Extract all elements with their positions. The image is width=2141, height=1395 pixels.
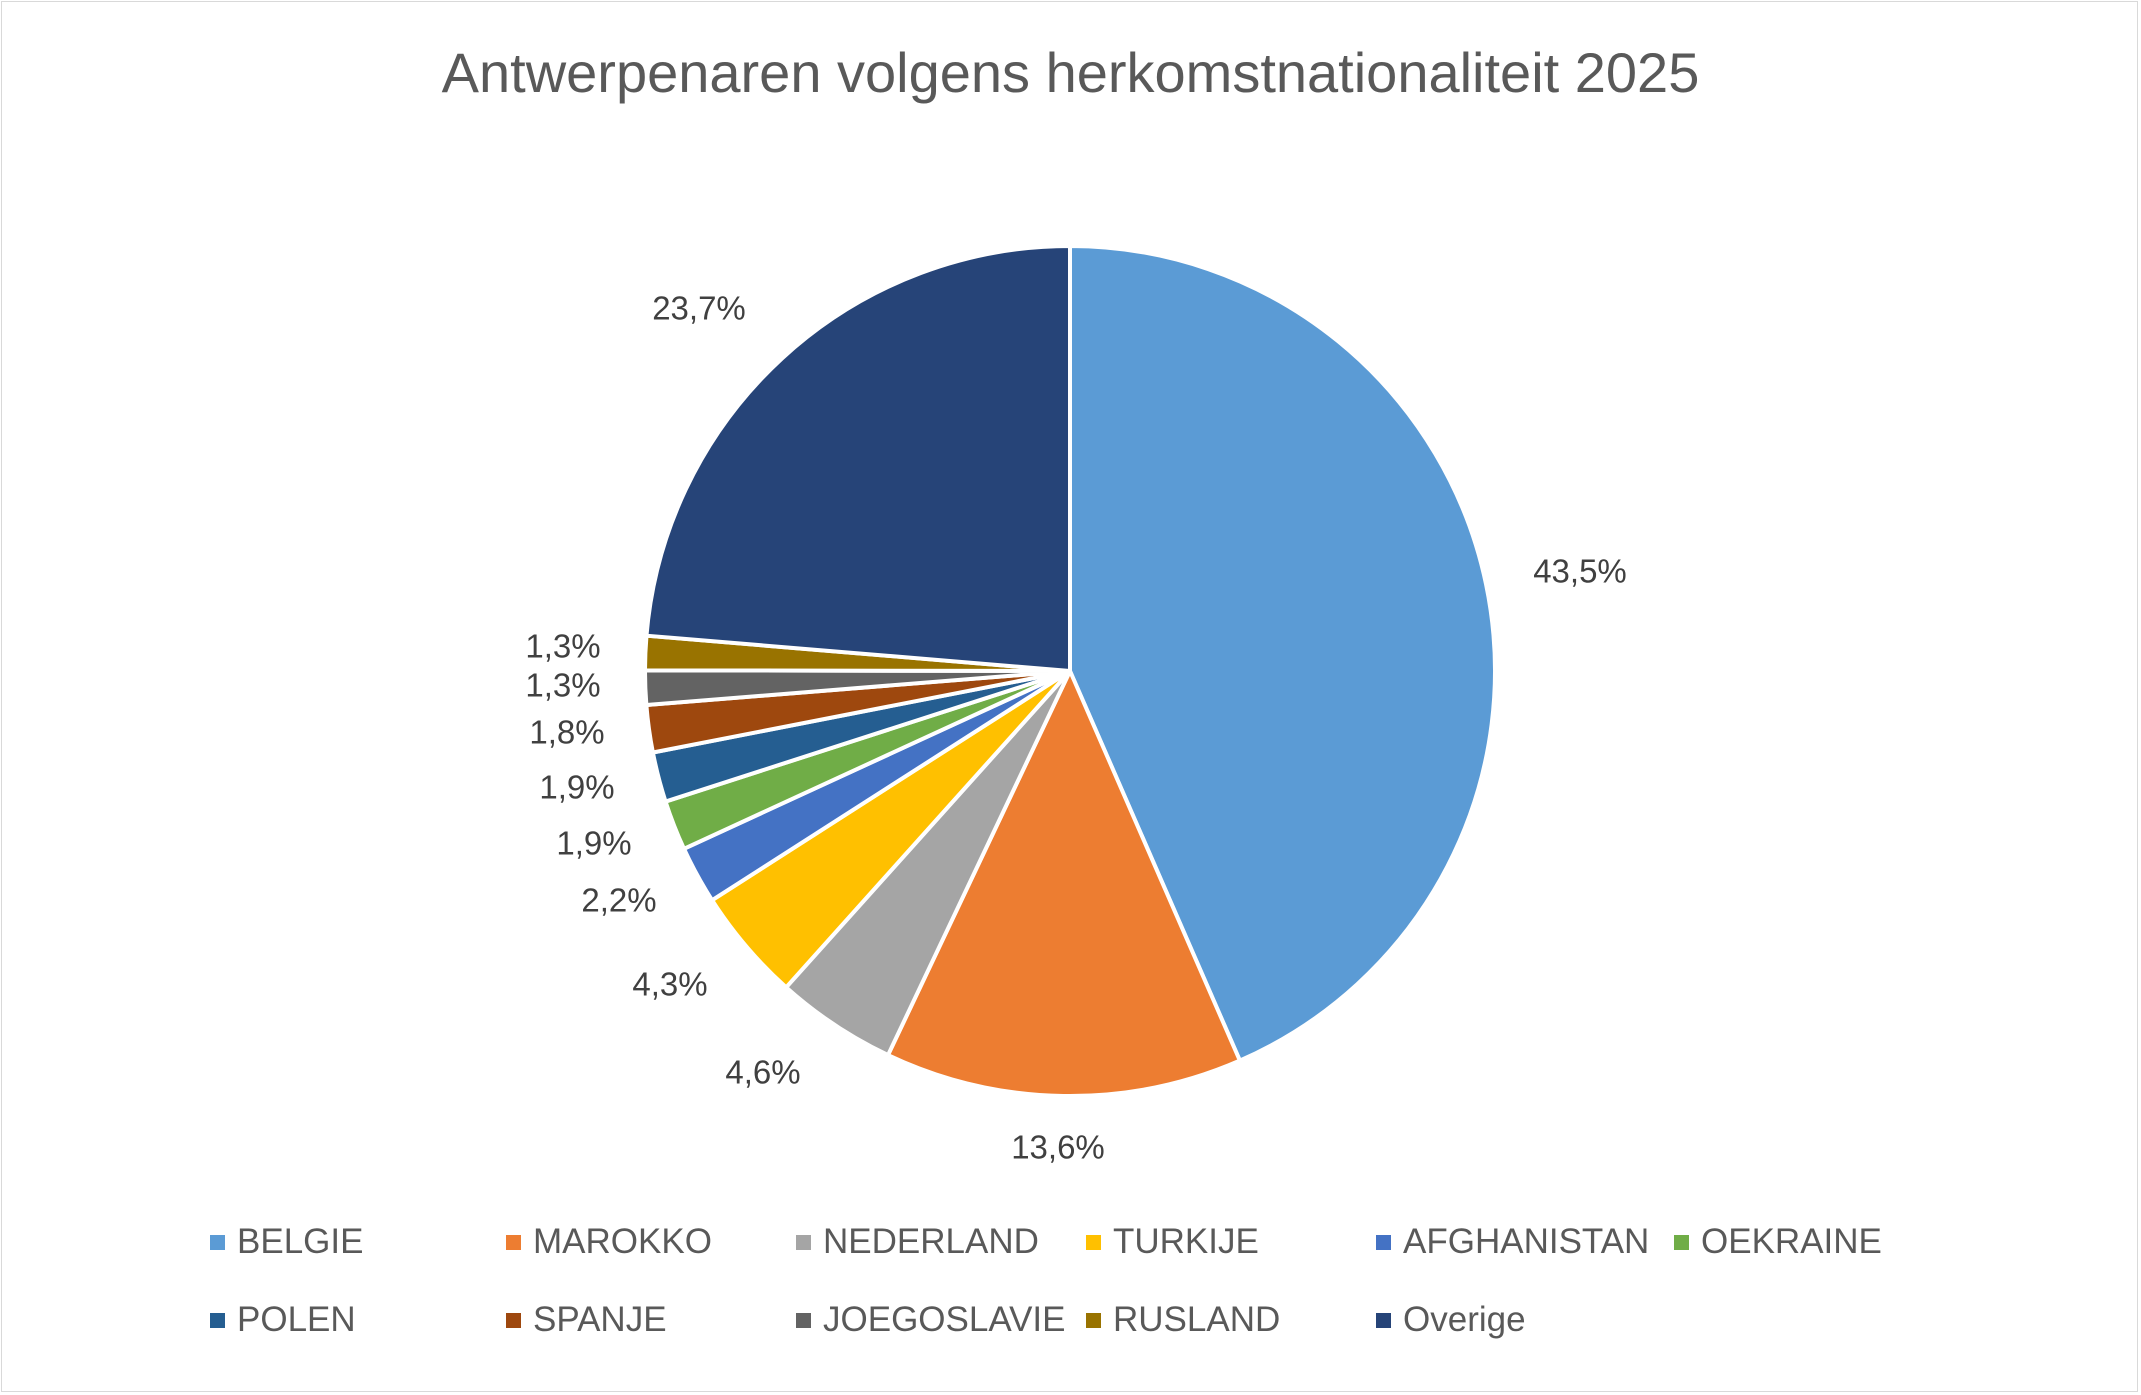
legend-swatch — [210, 1312, 225, 1328]
legend-item-overige: Overige — [1376, 1298, 1526, 1342]
legend-label: RUSLAND — [1113, 1300, 1281, 1339]
legend-swatch — [1376, 1312, 1391, 1328]
legend-item-belgie: BELGIE — [210, 1220, 363, 1264]
data-label-joegoslavie: 1,3% — [525, 667, 600, 704]
pie-data-labels: 43,5% 13,6% 4,6% 4,3% 2,2% 1,9% 1,9% 1,8% 1,3%1,… — [525, 290, 1626, 1166]
legend-swatch — [210, 1234, 225, 1250]
legend-label: POLEN — [237, 1300, 356, 1339]
data-label-belgie: 43,5% — [1533, 553, 1627, 590]
legend-item-rusland: RUSLAND — [1086, 1298, 1280, 1342]
legend-swatch — [1086, 1312, 1101, 1328]
legend-label: AFGHANISTAN — [1403, 1222, 1650, 1261]
data-label-marokko: 13,6% — [1011, 1129, 1105, 1166]
legend-label: JOEGOSLAVIE — [823, 1300, 1066, 1339]
data-label-polen: 1,9% — [539, 769, 614, 806]
chart-legend: BELGIE MAROKKO NEDERLAND TURKIJE AFGHANISTAN… — [210, 1220, 1970, 1380]
data-label-nederland: 4,6% — [725, 1054, 800, 1091]
legend-swatch — [1086, 1234, 1101, 1250]
legend-label: OEKRAINE — [1701, 1222, 1882, 1261]
legend-item-nederland: NEDERLAND — [796, 1220, 1039, 1264]
legend-label: TURKIJE — [1113, 1222, 1259, 1261]
legend-label: SPANJE — [533, 1300, 667, 1339]
pie-slice-overige — [644, 244, 1072, 673]
legend-label: Overige — [1403, 1300, 1526, 1339]
legend-swatch — [1674, 1234, 1689, 1250]
data-label-rusland: 1,3% — [525, 628, 600, 665]
legend-item-oekraine: OEKRAINE — [1674, 1220, 1882, 1264]
legend-label: BELGIE — [237, 1222, 364, 1261]
legend-swatch — [506, 1234, 521, 1250]
chart-title: Antwerpenaren volgens herkomstnationalit… — [441, 41, 1700, 104]
data-label-oekraine: 1,9% — [556, 825, 631, 862]
data-label-afghanistan: 2,2% — [581, 882, 656, 919]
data-label-overige: 23,7% — [652, 290, 746, 327]
legend-swatch — [506, 1312, 521, 1328]
data-label-turkije: 4,3% — [632, 966, 707, 1003]
legend-item-marokko: MAROKKO — [506, 1220, 712, 1264]
legend-swatch — [796, 1234, 811, 1250]
legend-item-afghanistan: AFGHANISTAN — [1376, 1220, 1649, 1264]
pie-slice-marokko — [886, 669, 1242, 1098]
legend-item-joegoslavie: JOEGOSLAVIE — [796, 1298, 1066, 1342]
legend-item-polen: POLEN — [210, 1298, 356, 1342]
legend-swatch — [796, 1312, 811, 1328]
legend-item-turkije: TURKIJE — [1086, 1220, 1259, 1264]
legend-label: NEDERLAND — [823, 1222, 1039, 1261]
legend-item-spanje: SPANJE — [506, 1298, 667, 1342]
pie-slices — [642, 244, 1497, 1098]
legend-swatch — [1376, 1234, 1391, 1250]
pie-slice-belgie — [1068, 244, 1497, 1063]
legend-label: MAROKKO — [533, 1222, 712, 1261]
data-label-spanje: 1,8% — [529, 714, 604, 751]
